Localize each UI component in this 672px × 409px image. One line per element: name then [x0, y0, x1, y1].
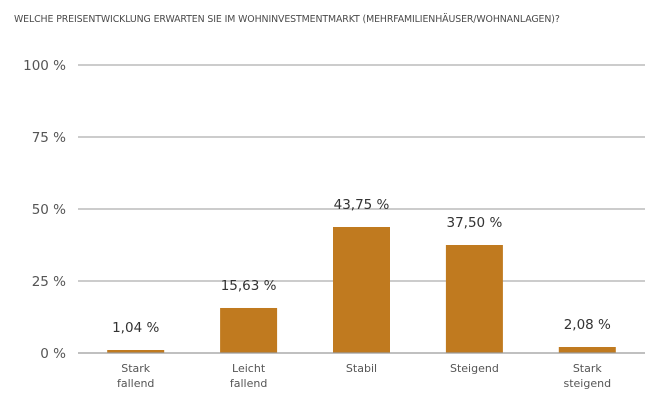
bar — [220, 307, 278, 353]
category-label: Leicht — [232, 362, 266, 375]
category-label: steigend — [564, 377, 612, 390]
data-label: 37,50 % — [447, 215, 503, 231]
category-label: fallend — [230, 377, 267, 390]
category-label: fallend — [117, 377, 154, 390]
chart-title: WELCHE PREISENTWICKLUNG ERWARTEN SIE IM … — [14, 14, 560, 25]
category-label: Stark — [573, 362, 603, 375]
data-label: 15,63 % — [221, 278, 277, 294]
bar — [445, 245, 503, 353]
category-label: Stark — [121, 362, 151, 375]
category-label: Stabil — [346, 362, 377, 375]
bar — [558, 347, 616, 353]
bar — [333, 227, 390, 353]
data-label: 43,75 % — [334, 197, 390, 213]
y-tick-label: 75 % — [32, 130, 66, 146]
y-tick-label: 25 % — [32, 274, 66, 290]
bar — [107, 350, 165, 353]
category-label: Steigend — [450, 362, 499, 375]
data-label: 2,08 % — [564, 317, 611, 333]
y-tick-label: 100 % — [23, 58, 66, 74]
y-tick-label: 50 % — [32, 202, 66, 218]
data-label: 1,04 % — [112, 320, 159, 336]
y-tick-label: 0 % — [40, 346, 66, 362]
